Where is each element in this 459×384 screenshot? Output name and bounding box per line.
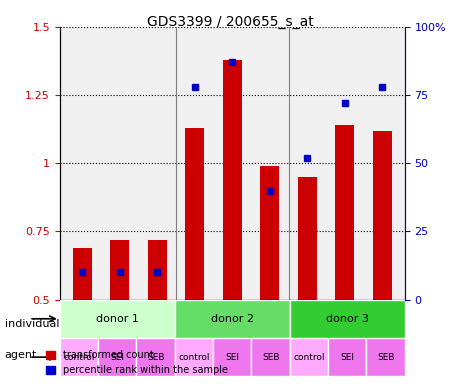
Legend: transformed count, percentile rank within the sample: transformed count, percentile rank withi… bbox=[42, 346, 231, 379]
Text: SEI: SEI bbox=[110, 353, 124, 362]
FancyBboxPatch shape bbox=[174, 300, 289, 338]
Text: donor 3: donor 3 bbox=[325, 314, 368, 324]
FancyBboxPatch shape bbox=[366, 338, 404, 376]
Text: control: control bbox=[292, 353, 324, 362]
FancyBboxPatch shape bbox=[289, 338, 327, 376]
Text: control: control bbox=[63, 353, 95, 362]
FancyBboxPatch shape bbox=[289, 300, 404, 338]
Text: SEB: SEB bbox=[376, 353, 393, 362]
Text: individual: individual bbox=[5, 319, 59, 329]
Text: donor 1: donor 1 bbox=[95, 314, 139, 324]
FancyBboxPatch shape bbox=[136, 338, 174, 376]
FancyBboxPatch shape bbox=[174, 338, 213, 376]
Text: agent: agent bbox=[5, 350, 37, 360]
Text: SEI: SEI bbox=[225, 353, 239, 362]
FancyBboxPatch shape bbox=[98, 338, 136, 376]
Bar bbox=[148, 240, 166, 300]
FancyBboxPatch shape bbox=[213, 338, 251, 376]
Bar bbox=[372, 131, 391, 300]
FancyBboxPatch shape bbox=[251, 338, 289, 376]
FancyBboxPatch shape bbox=[60, 300, 174, 338]
Bar bbox=[73, 248, 91, 300]
Text: SEI: SEI bbox=[340, 353, 353, 362]
Text: SEB: SEB bbox=[261, 353, 279, 362]
Text: control: control bbox=[178, 353, 209, 362]
Bar bbox=[223, 60, 241, 300]
Bar bbox=[185, 128, 204, 300]
Bar bbox=[260, 166, 279, 300]
Text: donor 2: donor 2 bbox=[210, 314, 253, 324]
FancyBboxPatch shape bbox=[327, 338, 366, 376]
Bar bbox=[110, 240, 129, 300]
Text: GDS3399 / 200655_s_at: GDS3399 / 200655_s_at bbox=[146, 15, 313, 29]
FancyBboxPatch shape bbox=[60, 338, 98, 376]
Bar bbox=[335, 125, 353, 300]
Text: SEB: SEB bbox=[146, 353, 164, 362]
Bar bbox=[297, 177, 316, 300]
